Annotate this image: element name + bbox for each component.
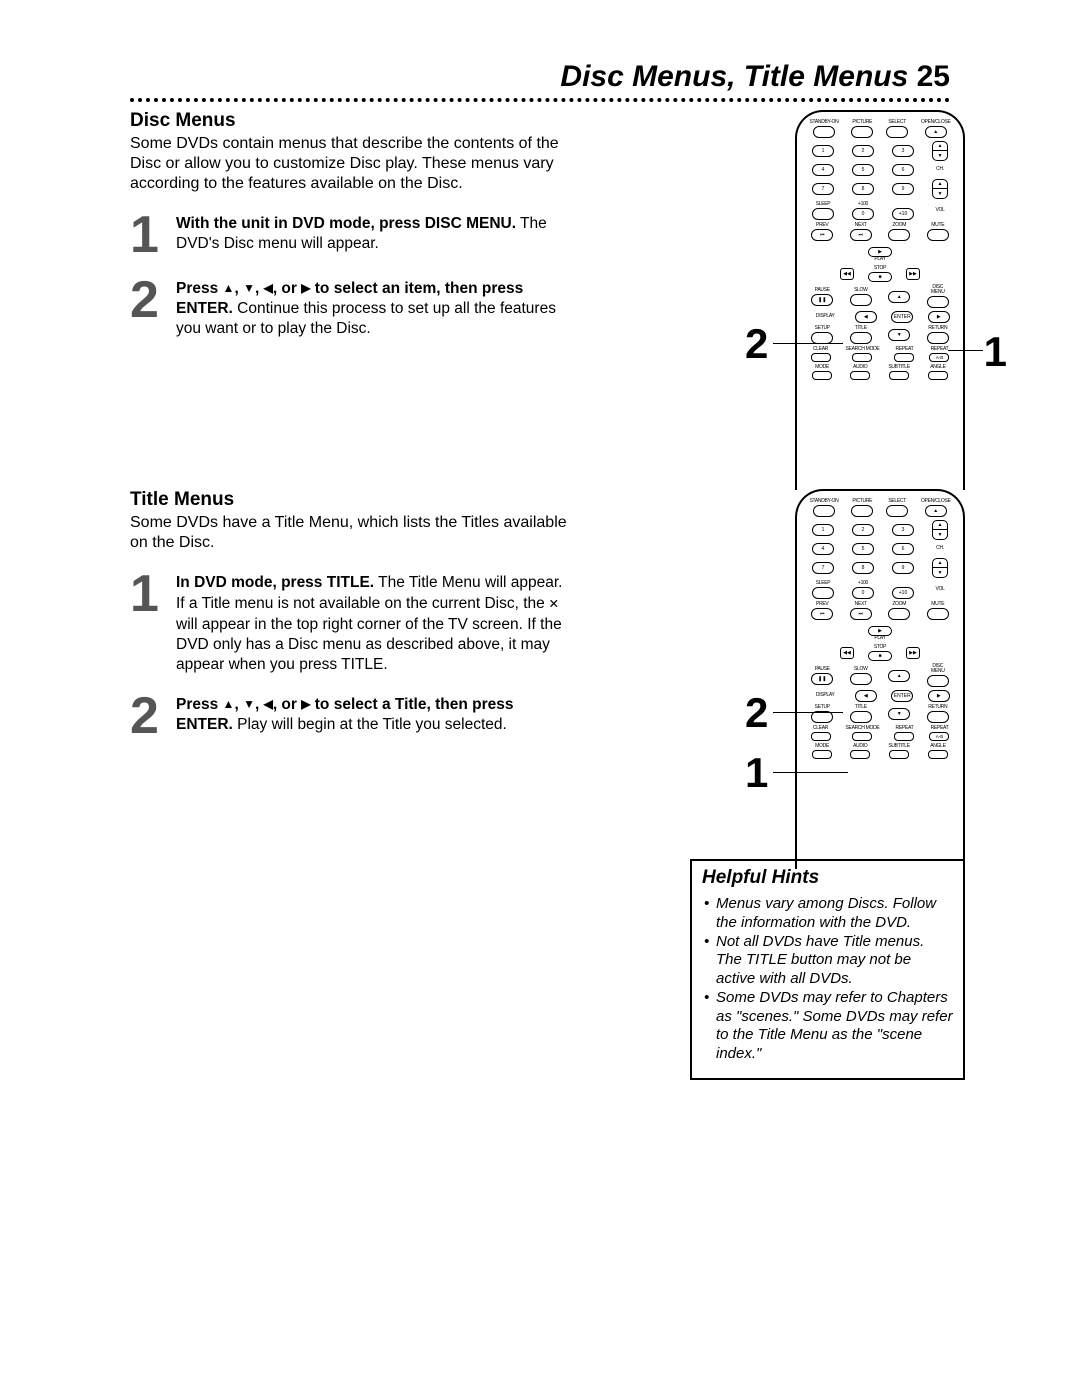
step2-rest: Continue this process to set up all the …	[176, 300, 556, 337]
disc-step-2: 2 Press ▲, ▼, ◀, or ▶ to select an item,…	[130, 277, 570, 339]
step-text: Press ▲, ▼, ◀, or ▶ to select an item, t…	[176, 277, 570, 339]
title-step2-rest: Play will begin at the Title you selecte…	[233, 716, 507, 733]
hint-item: Menus vary among Discs. Follow the infor…	[702, 895, 953, 933]
remote-body: STANDBY-ON PICTURE SELECT OPEN/CLOSE▲ 12…	[795, 110, 965, 490]
hints-title: Helpful Hints	[702, 867, 953, 889]
title-step1-rest-b: If a Title menu is not available on the …	[176, 595, 549, 612]
step2-bold-a: Press	[176, 280, 223, 297]
hint-item: Some DVDs may refer to Chapters as "scen…	[702, 989, 953, 1064]
callout-2: 2	[745, 320, 768, 368]
page-title: Disc Menus, Title Menus 25	[130, 60, 950, 94]
remote-illustration-title: STANDBY-ON PICTURE SELECT OPEN/CLOSE▲ 12…	[795, 489, 965, 869]
disc-menus-section: Disc Menus Some DVDs contain menus that …	[130, 110, 950, 339]
page-number: 25	[917, 60, 950, 93]
callout-line	[773, 712, 843, 713]
disc-step-1: 1 With the unit in DVD mode, press DISC …	[130, 212, 570, 259]
helpful-hints-box: Helpful Hints Menus vary among Discs. Fo…	[690, 859, 965, 1080]
step-text: In DVD mode, press TITLE. The Title Menu…	[176, 571, 570, 675]
remote-body: STANDBY-ON PICTURE SELECT OPEN/CLOSE▲ 12…	[795, 489, 965, 869]
disc-intro: Some DVDs contain menus that describe th…	[130, 134, 580, 194]
down-arrow-icon: ▼	[243, 697, 255, 713]
callout-line	[948, 350, 983, 351]
x-icon: ✕	[549, 594, 558, 612]
step-number: 1	[130, 571, 176, 618]
callout-line	[773, 343, 843, 344]
dotted-divider	[130, 98, 950, 102]
title-menus-section: Title Menus Some DVDs have a Title Menu,…	[130, 489, 950, 740]
callout-1: 1	[745, 749, 768, 797]
step-number: 2	[130, 693, 176, 740]
callout-2: 2	[745, 689, 768, 737]
hint-item: Not all DVDs have Title menus. The TITLE…	[702, 933, 953, 989]
step-text: With the unit in DVD mode, press DISC ME…	[176, 212, 570, 254]
page-title-text: Disc Menus, Title Menus	[560, 60, 908, 93]
up-arrow-icon: ▲	[223, 281, 235, 297]
title-step1-rest-c: will appear in the top right corner of t…	[176, 616, 562, 673]
step-number: 1	[130, 212, 176, 259]
title-intro: Some DVDs have a Title Menu, which lists…	[130, 513, 580, 553]
hints-list: Menus vary among Discs. Follow the infor…	[702, 895, 953, 1064]
callout-1: 1	[984, 328, 1007, 376]
up-arrow-icon: ▲	[223, 697, 235, 713]
title-step2-bold-a: Press	[176, 696, 223, 713]
step-number: 2	[130, 277, 176, 324]
title-step1-bold: In DVD mode, press TITLE.	[176, 574, 374, 591]
left-arrow-icon: ◀	[264, 281, 273, 297]
title-step1-rest-a: The Title Menu will appear.	[374, 574, 562, 591]
callout-line	[773, 772, 848, 773]
title-step-1: 1 In DVD mode, press TITLE. The Title Me…	[130, 571, 570, 675]
left-arrow-icon: ◀	[264, 697, 273, 713]
step-text: Press ▲, ▼, ◀, or ▶ to select a Title, t…	[176, 693, 570, 735]
down-arrow-icon: ▼	[243, 281, 255, 297]
remote-illustration-disc: STANDBY-ON PICTURE SELECT OPEN/CLOSE▲ 12…	[795, 110, 965, 490]
step1-bold: With the unit in DVD mode, press DISC ME…	[176, 215, 516, 232]
title-step-2: 2 Press ▲, ▼, ◀, or ▶ to select a Title,…	[130, 693, 570, 740]
